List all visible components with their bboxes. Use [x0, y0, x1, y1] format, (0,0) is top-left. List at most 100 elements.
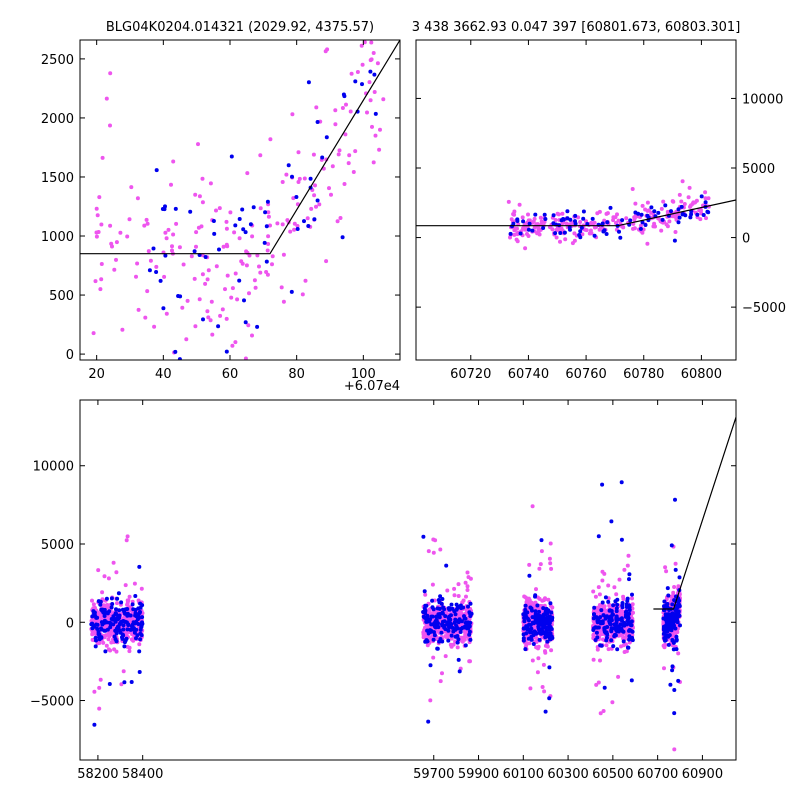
data-point [533, 593, 538, 598]
data-point [240, 207, 245, 212]
data-point [136, 612, 141, 617]
data-point [672, 711, 677, 716]
data-point [670, 602, 675, 607]
data-point [166, 227, 171, 232]
data-point [99, 222, 104, 227]
data-point [290, 112, 295, 117]
data-point [625, 596, 630, 601]
data-point [527, 573, 532, 578]
data-point [255, 253, 260, 258]
data-point [233, 340, 238, 345]
data-point [672, 747, 677, 752]
data-point [97, 641, 102, 646]
data-point [262, 240, 267, 245]
data-point [218, 313, 223, 318]
data-point [543, 650, 548, 655]
data-point [94, 234, 99, 239]
data-point [542, 597, 547, 602]
data-point [602, 685, 607, 690]
data-point [237, 217, 242, 221]
data-point [672, 585, 677, 589]
data-point [275, 221, 280, 226]
data-point [691, 200, 696, 205]
data-point [532, 216, 537, 221]
data-point [461, 605, 466, 610]
data-point [676, 678, 681, 683]
data-point [289, 289, 294, 294]
data-point [125, 611, 130, 616]
data-point [421, 534, 426, 539]
data-point [671, 622, 676, 627]
data-point [622, 567, 627, 572]
data-point [323, 49, 328, 54]
data-point [462, 624, 467, 629]
data-point [302, 176, 307, 181]
data-point [581, 216, 586, 221]
data-point [106, 576, 111, 581]
data-point [114, 570, 119, 575]
data-point [628, 789, 632, 793]
data-point [123, 583, 128, 588]
data-point [170, 248, 174, 253]
data-point [302, 219, 306, 224]
data-point [433, 538, 438, 543]
data-point [132, 581, 137, 586]
data-point [679, 204, 684, 209]
data-point [99, 277, 104, 282]
data-point [537, 613, 542, 618]
data-point [452, 586, 457, 591]
data-point [528, 623, 533, 627]
data-point [100, 608, 105, 613]
data-point [243, 320, 248, 325]
data-point [201, 317, 205, 322]
data-point [229, 154, 234, 159]
data-point [682, 202, 687, 206]
data-point [673, 567, 678, 572]
data-point [676, 584, 681, 589]
data-point [134, 274, 138, 279]
data-point [600, 482, 605, 487]
data-point [110, 244, 114, 249]
data-point [533, 609, 538, 614]
data-point [627, 634, 632, 639]
data-point [113, 628, 118, 633]
data-point [619, 616, 624, 621]
data-point [109, 596, 114, 601]
bottom-points [89, 480, 682, 793]
data-point [537, 637, 542, 642]
data-point [663, 203, 668, 208]
data-point [117, 608, 122, 613]
data-point [96, 599, 101, 604]
data-point [673, 612, 678, 616]
data-point [237, 236, 242, 241]
data-point [442, 607, 447, 612]
data-point [426, 719, 431, 724]
data-point [659, 206, 664, 211]
data-point [617, 229, 621, 234]
data-point [603, 614, 608, 619]
data-point [533, 212, 538, 217]
data-point [669, 209, 673, 214]
data-point [194, 244, 198, 249]
data-point [468, 601, 473, 606]
data-point [315, 198, 320, 203]
data-point [92, 624, 97, 629]
data-point [206, 268, 211, 273]
data-point [140, 615, 145, 620]
data-point [270, 254, 275, 259]
data-point [600, 621, 605, 626]
y-tick-label: −5000 [742, 301, 786, 316]
data-point [527, 562, 532, 567]
data-point [645, 208, 650, 213]
data-point [536, 620, 541, 624]
data-point [699, 194, 704, 199]
data-point [91, 602, 96, 607]
data-point [627, 620, 632, 625]
data-point [134, 636, 138, 641]
data-point [97, 195, 102, 200]
data-point [446, 628, 451, 633]
data-point [255, 324, 260, 329]
plot-frame [415, 39, 737, 361]
data-point [123, 607, 128, 612]
data-point [246, 323, 251, 328]
